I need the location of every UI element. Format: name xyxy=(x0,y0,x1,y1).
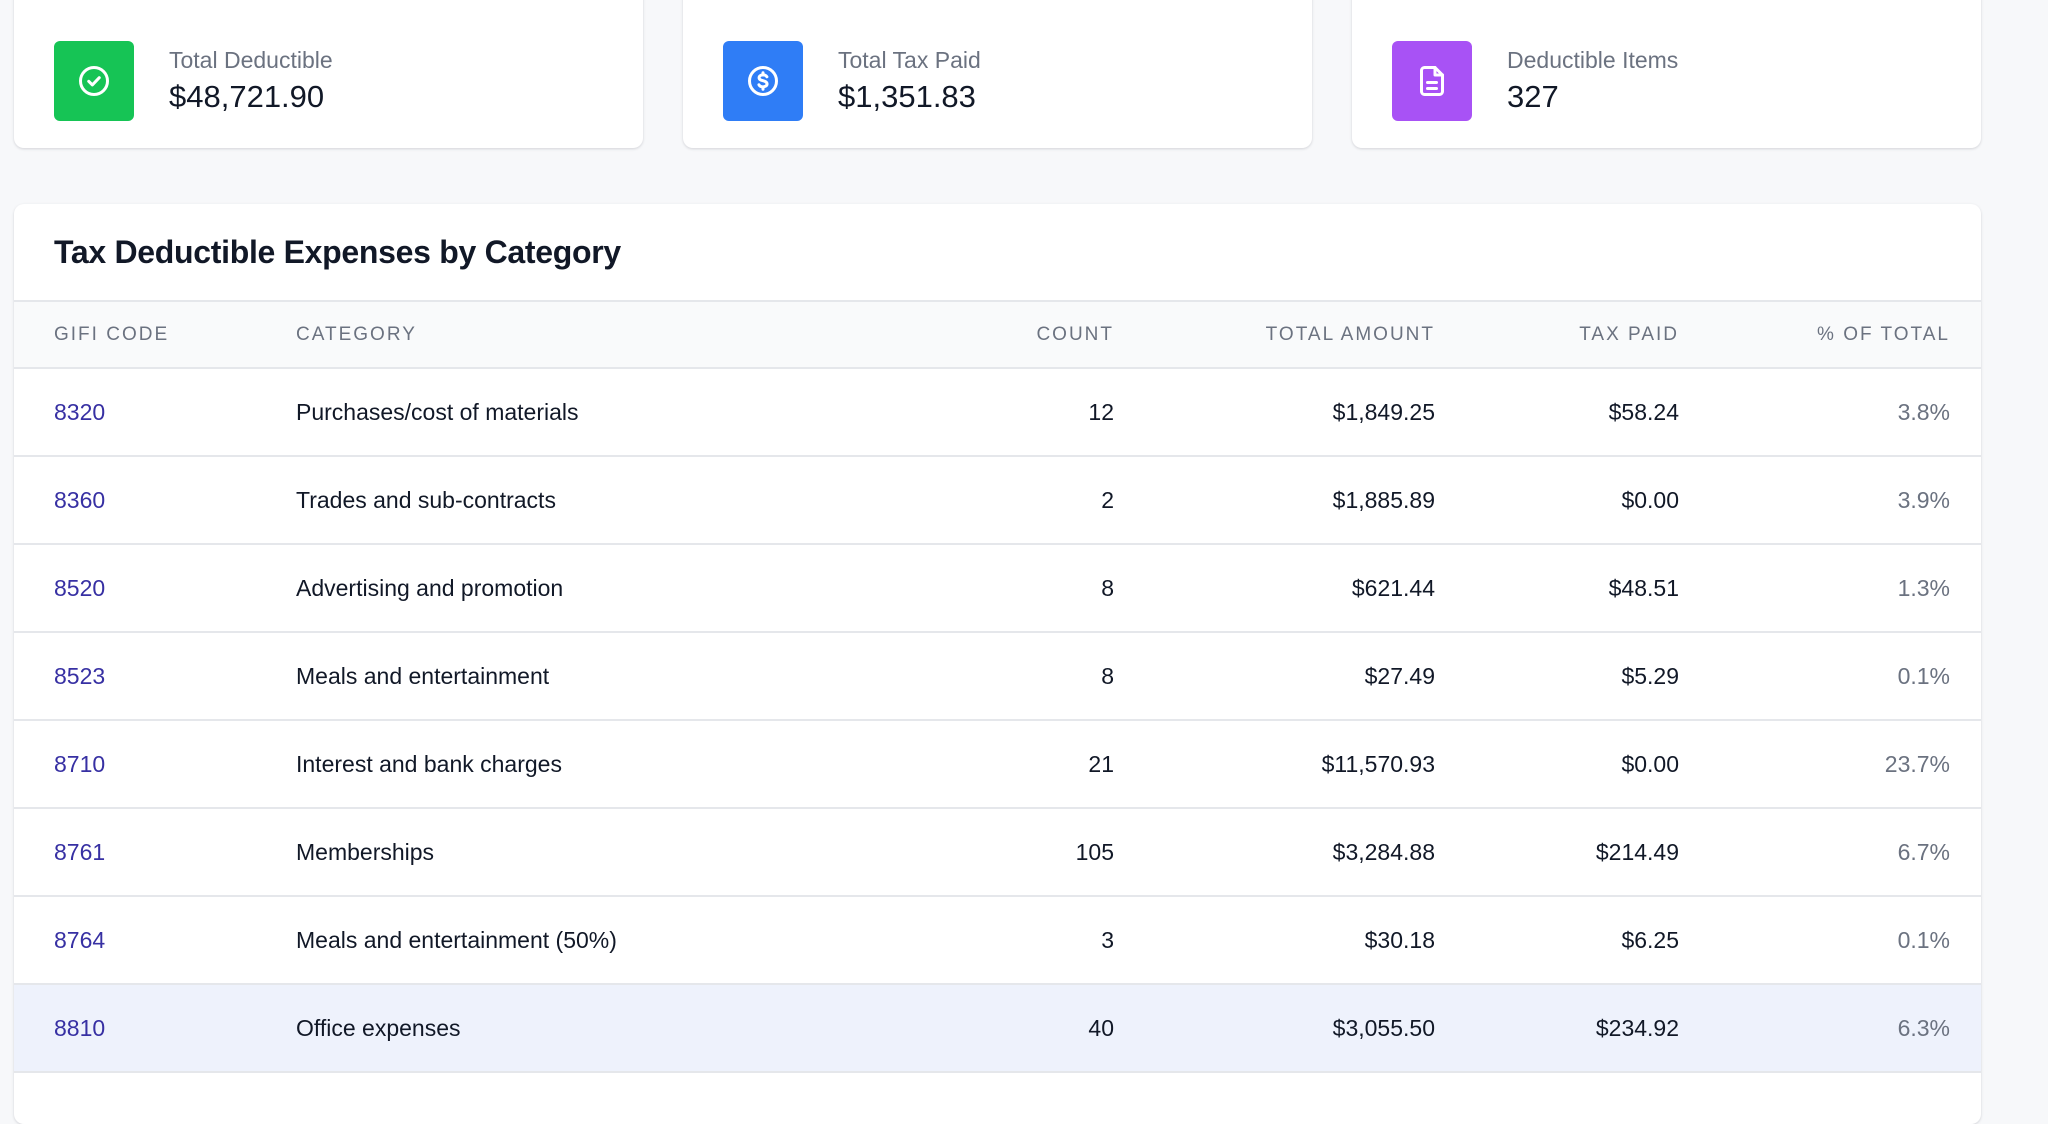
total-deductible-card: Total Deductible $48,721.90 xyxy=(14,0,643,148)
category-cell xyxy=(296,1072,884,1124)
percent-cell: 0.1% xyxy=(1679,632,1981,721)
percent-cell xyxy=(1679,1072,1981,1124)
tax-paid-cell: $214.49 xyxy=(1435,808,1679,897)
stat-value: 327 xyxy=(1507,79,1559,114)
table-row[interactable]: 8710 Interest and bank charges 21 $11,57… xyxy=(14,720,1981,809)
tax-paid-cell: $0.00 xyxy=(1435,720,1679,809)
percent-cell: 6.7% xyxy=(1679,808,1981,897)
gifi-code-link[interactable]: 8523 xyxy=(14,632,296,721)
column-header-tax-paid[interactable]: TAX PAID xyxy=(1435,302,1679,369)
total-amount-cell: $27.49 xyxy=(1114,632,1435,721)
table-row[interactable]: 8523 Meals and entertainment 8 $27.49 $5… xyxy=(14,632,1981,721)
tax-paid-cell: $5.29 xyxy=(1435,632,1679,721)
total-amount-cell: $1,849.25 xyxy=(1114,368,1435,457)
category-cell: Meals and entertainment xyxy=(296,632,884,721)
tax-paid-cell: $48.51 xyxy=(1435,544,1679,633)
count-cell: 3 xyxy=(884,896,1114,985)
summary-cards: Total Deductible $48,721.90 Total Tax Pa… xyxy=(14,0,1981,148)
table-row-highlighted[interactable]: 8810 Office expenses 40 $3,055.50 $234.9… xyxy=(14,984,1981,1073)
column-header-category[interactable]: CATEGORY xyxy=(296,302,884,369)
tax-paid-cell: $0.00 xyxy=(1435,456,1679,545)
table-row[interactable]: 8360 Trades and sub-contracts 2 $1,885.8… xyxy=(14,456,1981,545)
gifi-code-link[interactable]: 8761 xyxy=(14,808,296,897)
count-cell: 105 xyxy=(884,808,1114,897)
total-amount-cell: $11,570.93 xyxy=(1114,720,1435,809)
percent-cell: 23.7% xyxy=(1679,720,1981,809)
gifi-code-link[interactable]: 8320 xyxy=(14,368,296,457)
stat-value: $1,351.83 xyxy=(838,79,976,114)
category-cell: Memberships xyxy=(296,808,884,897)
percent-cell: 6.3% xyxy=(1679,984,1981,1073)
count-cell: 2 xyxy=(884,456,1114,545)
table-row[interactable]: 8761 Memberships 105 $3,284.88 $214.49 6… xyxy=(14,808,1981,897)
category-cell: Office expenses xyxy=(296,984,884,1073)
count-cell: 40 xyxy=(884,984,1114,1073)
expenses-table: GIFI CODE CATEGORY COUNT TOTAL AMOUNT TA… xyxy=(14,302,1981,1124)
total-amount-cell: $1,885.89 xyxy=(1114,456,1435,545)
count-cell: 8 xyxy=(884,544,1114,633)
category-cell: Purchases/cost of materials xyxy=(296,368,884,457)
category-cell: Advertising and promotion xyxy=(296,544,884,633)
dollar-circle-icon xyxy=(723,41,803,121)
table-row[interactable]: 8764 Meals and entertainment (50%) 3 $30… xyxy=(14,896,1981,985)
gifi-code-link[interactable]: 8710 xyxy=(14,720,296,809)
total-amount-cell: $3,284.88 xyxy=(1114,808,1435,897)
panel-header: Tax Deductible Expenses by Category xyxy=(14,204,1981,302)
tax-paid-cell: $58.24 xyxy=(1435,368,1679,457)
count-cell: 21 xyxy=(884,720,1114,809)
column-header-total-amount[interactable]: TOTAL AMOUNT xyxy=(1114,302,1435,369)
panel-title: Tax Deductible Expenses by Category xyxy=(54,233,621,270)
total-amount-cell: $30.18 xyxy=(1114,896,1435,985)
percent-cell: 3.8% xyxy=(1679,368,1981,457)
gifi-code-link[interactable]: 8520 xyxy=(14,544,296,633)
table-header-row: GIFI CODE CATEGORY COUNT TOTAL AMOUNT TA… xyxy=(14,302,1981,369)
stat-label: Total Tax Paid xyxy=(838,47,981,73)
category-cell: Meals and entertainment (50%) xyxy=(296,896,884,985)
table-row[interactable] xyxy=(14,1072,1981,1124)
gifi-code-link[interactable]: 8360 xyxy=(14,456,296,545)
expenses-panel: Tax Deductible Expenses by Category GIFI… xyxy=(14,204,1981,1124)
percent-cell: 0.1% xyxy=(1679,896,1981,985)
total-amount-cell xyxy=(1114,1072,1435,1124)
stat-label: Deductible Items xyxy=(1507,47,1679,73)
stat-value: $48,721.90 xyxy=(169,79,325,114)
count-cell: 8 xyxy=(884,632,1114,721)
column-header-percent-of-total[interactable]: % OF TOTAL xyxy=(1679,302,1981,369)
category-cell: Interest and bank charges xyxy=(296,720,884,809)
gifi-code-link[interactable] xyxy=(14,1072,296,1124)
table-row[interactable]: 8520 Advertising and promotion 8 $621.44… xyxy=(14,544,1981,633)
table-row[interactable]: 8320 Purchases/cost of materials 12 $1,8… xyxy=(14,368,1981,457)
count-cell xyxy=(884,1072,1114,1124)
gifi-code-link[interactable]: 8810 xyxy=(14,984,296,1073)
tax-paid-cell: $234.92 xyxy=(1435,984,1679,1073)
deductible-items-card: Deductible Items 327 xyxy=(1352,0,1981,148)
total-amount-cell: $621.44 xyxy=(1114,544,1435,633)
count-cell: 12 xyxy=(884,368,1114,457)
column-header-count[interactable]: COUNT xyxy=(884,302,1114,369)
percent-cell: 3.9% xyxy=(1679,456,1981,545)
stat-label: Total Deductible xyxy=(169,47,333,73)
total-tax-paid-card: Total Tax Paid $1,351.83 xyxy=(683,0,1312,148)
tax-paid-cell: $6.25 xyxy=(1435,896,1679,985)
gifi-code-link[interactable]: 8764 xyxy=(14,896,296,985)
percent-cell: 1.3% xyxy=(1679,544,1981,633)
total-amount-cell: $3,055.50 xyxy=(1114,984,1435,1073)
check-circle-icon xyxy=(54,41,134,121)
document-icon xyxy=(1392,41,1472,121)
category-cell: Trades and sub-contracts xyxy=(296,456,884,545)
column-header-gifi-code[interactable]: GIFI CODE xyxy=(14,302,296,369)
tax-paid-cell xyxy=(1435,1072,1679,1124)
